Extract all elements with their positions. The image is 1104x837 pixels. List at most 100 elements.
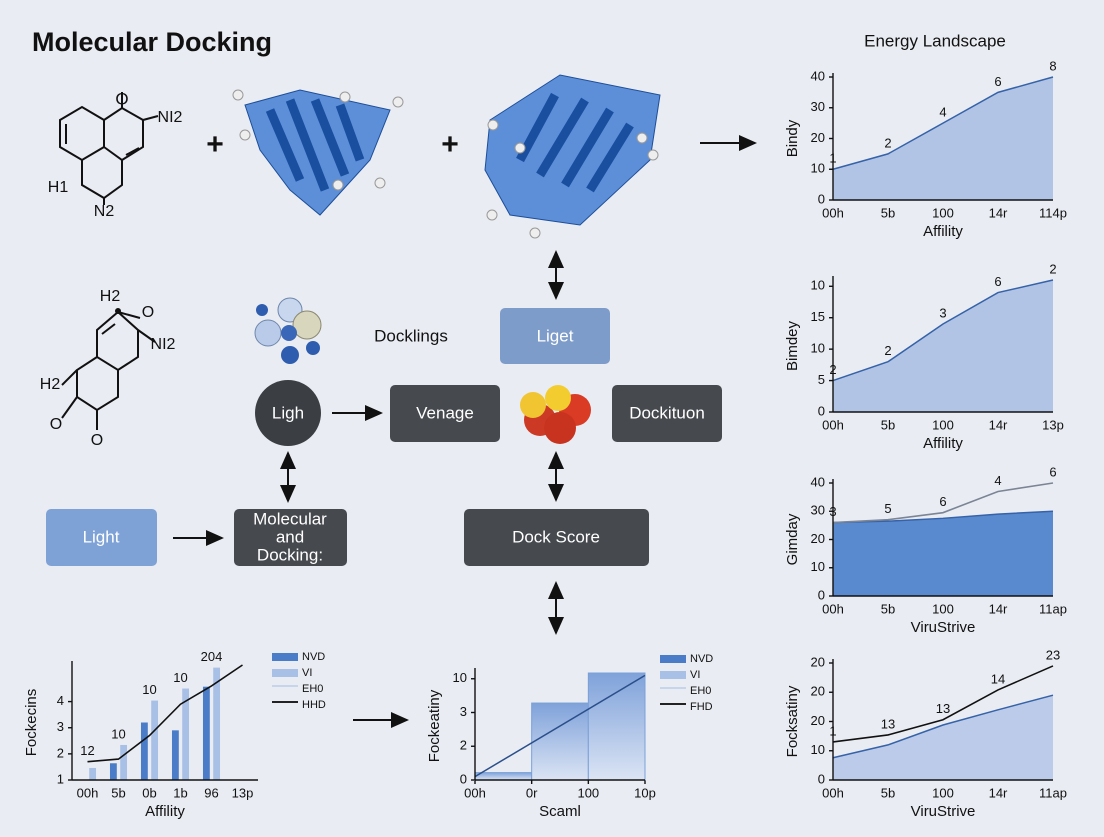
point-label: 2 <box>884 135 891 150</box>
atom-label: O <box>91 432 103 449</box>
point-label: 13 <box>881 716 895 731</box>
y-tick-label: 5 <box>818 372 825 387</box>
bar <box>109 763 117 780</box>
legend-swatch <box>660 703 686 705</box>
y-tick-label: 10 <box>453 670 467 685</box>
y-tick-label: 0 <box>818 191 825 206</box>
point-label: 2 <box>1049 261 1056 276</box>
bar <box>89 767 97 780</box>
area <box>833 511 1053 596</box>
x-tick-label: 13p <box>1042 417 1064 432</box>
node-label: Light <box>83 527 120 546</box>
atom-label: H1 <box>48 179 69 196</box>
y-tick-label: 0 <box>818 587 825 602</box>
area-edge <box>832 510 1054 524</box>
area <box>833 280 1053 412</box>
y-tick-label: 20 <box>811 684 825 699</box>
y-tick-label: 20 <box>811 713 825 728</box>
x-tick-label: 1b <box>173 785 187 800</box>
point-label: 23 <box>1046 647 1060 662</box>
point-label: 10 <box>142 682 156 697</box>
y-tick-label: 30 <box>811 503 825 518</box>
legend-swatch <box>660 671 686 679</box>
point-label: 4 <box>939 105 946 120</box>
x-tick-label: 14r <box>989 205 1008 220</box>
y-tick-label: 30 <box>811 99 825 114</box>
y-axis-label: Gimday <box>784 513 801 565</box>
x-tick-label: 14r <box>989 417 1008 432</box>
x-axis-label: Affility <box>923 223 963 240</box>
histogram-bar <box>474 772 533 781</box>
point-label: 6 <box>939 494 946 509</box>
ligand-model <box>254 297 322 364</box>
area-edge <box>832 76 1054 170</box>
bar <box>213 667 221 780</box>
y-axis-label: Bindy <box>784 119 801 157</box>
molecule: O NI2 H1 N2 <box>48 89 183 220</box>
bar <box>182 688 190 780</box>
point-label: 5 <box>884 501 891 516</box>
node <box>255 380 321 446</box>
y-tick-label: 1 <box>57 771 64 786</box>
bar <box>202 686 210 780</box>
node-label: and <box>276 527 304 546</box>
area <box>833 77 1053 200</box>
point-label: 6 <box>994 74 1001 89</box>
operator: + <box>206 128 224 161</box>
x-axis-label: Affility <box>145 803 185 820</box>
x-tick-label: 00h <box>822 205 844 220</box>
legend-swatch <box>272 701 298 703</box>
x-tick-label: 00h <box>822 785 844 800</box>
x-tick-label: 100 <box>932 785 954 800</box>
atom-label: N2 <box>94 203 115 220</box>
x-tick-label: 5b <box>881 205 895 220</box>
binding-site-model <box>520 385 591 444</box>
x-tick-label: 11ap <box>1039 785 1067 800</box>
legend-swatch <box>272 669 298 677</box>
area <box>833 695 1053 780</box>
x-tick-label: 11ap <box>1039 601 1067 616</box>
node-label: Ligh <box>272 403 304 422</box>
point-label: 4 <box>994 473 1001 488</box>
x-tick-label: 5b <box>881 785 895 800</box>
y-tick-label: 3 <box>460 704 467 719</box>
x-tick-label: 100 <box>932 601 954 616</box>
node-label: Dockituon <box>629 403 705 422</box>
y-tick-label: 20 <box>811 531 825 546</box>
y-tick-label: 20 <box>811 130 825 145</box>
molecule: H2 O NI2 H2 O O <box>40 288 176 449</box>
node <box>234 509 347 566</box>
node <box>612 385 722 442</box>
point-label: 10 <box>111 726 125 741</box>
atom-label: O <box>50 416 62 433</box>
y-axis-label: Fockeatiny <box>426 689 443 762</box>
y-axis-label: Bimdey <box>784 320 801 371</box>
x-tick-label: 0r <box>526 785 538 800</box>
legend-label: NVD <box>302 651 325 663</box>
line <box>832 482 1054 524</box>
y-tick-label: 20 <box>811 654 825 669</box>
y-tick-label: 40 <box>811 68 825 83</box>
bar <box>140 722 148 780</box>
y-tick-label: 3 <box>57 719 64 734</box>
area-edge <box>832 694 1054 759</box>
y-tick-label: 10 <box>811 278 825 293</box>
x-tick-label: 10p <box>634 785 656 800</box>
y-tick-label: 0 <box>818 771 825 786</box>
y-tick-label: 40 <box>811 474 825 489</box>
point-label: 10 <box>173 670 187 685</box>
protein <box>484 74 661 239</box>
point-label: 8 <box>1049 58 1056 73</box>
y-tick-label: 4 <box>57 693 64 708</box>
x-tick-label: 96 <box>204 785 218 800</box>
bar <box>171 730 179 780</box>
node-label: Molecular <box>253 509 327 528</box>
x-axis-label: Affility <box>923 435 963 452</box>
point-label: 2 <box>884 343 891 358</box>
x-tick-label: 100 <box>932 205 954 220</box>
atom-label: NI2 <box>151 336 176 353</box>
point-label: 13 <box>936 701 950 716</box>
line <box>832 665 1054 743</box>
x-tick-label: 00h <box>822 417 844 432</box>
legend-label: NVD <box>690 653 713 665</box>
